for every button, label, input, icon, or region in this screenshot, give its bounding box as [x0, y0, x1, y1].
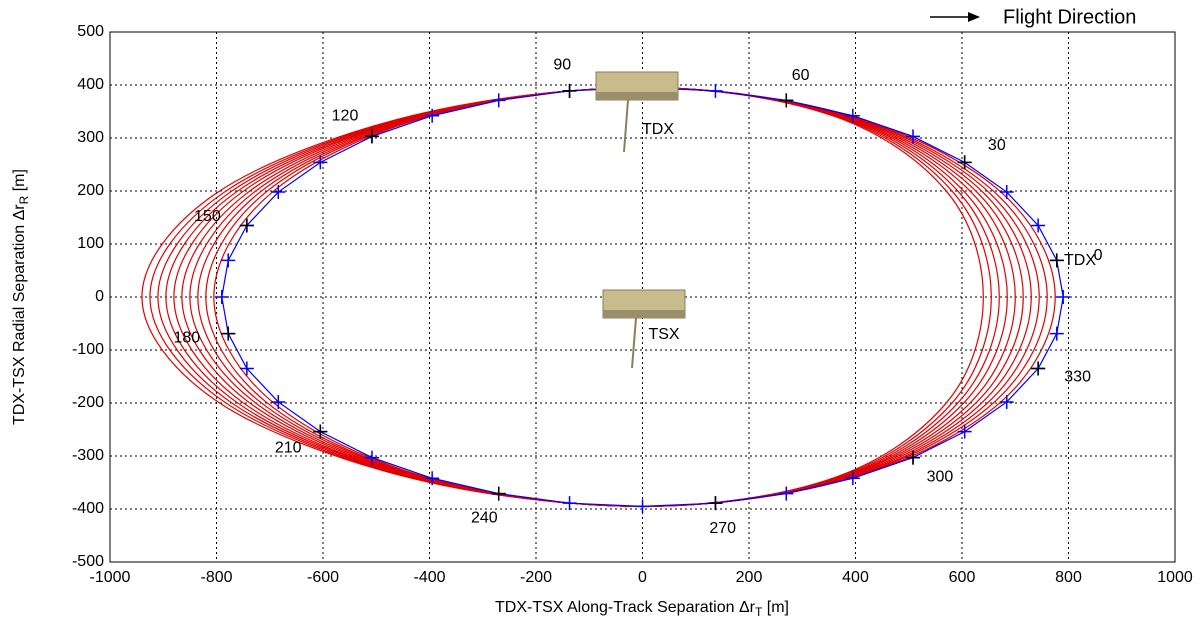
- orbit-marker: [635, 499, 650, 514]
- orbit-marker: [313, 155, 328, 170]
- satellite-panel: [596, 92, 678, 100]
- x-tick-label: 800: [1055, 569, 1082, 586]
- satellite-boom: [623, 99, 629, 153]
- orbit-marker: [957, 424, 972, 439]
- orbit-marker: [1049, 326, 1064, 341]
- orbit-marker: [957, 155, 972, 170]
- angle-label: 300: [927, 469, 954, 486]
- orbit-marker: [708, 496, 723, 511]
- y-tick-label: 0: [95, 288, 104, 305]
- x-tick-label: -600: [307, 569, 339, 586]
- y-tick-label: -200: [72, 394, 104, 411]
- orbit-marker: [845, 108, 860, 123]
- y-label-text: TDX-TSX Radial Separation Δr: [11, 204, 28, 425]
- x-label-unit: [m]: [762, 599, 789, 616]
- angle-label: 0: [1094, 247, 1103, 264]
- orbit-marker: [364, 450, 379, 465]
- flight-arrow-head: [968, 12, 980, 22]
- annotation: TSX: [648, 326, 679, 343]
- y-tick-label: 500: [77, 23, 104, 40]
- angle-label: 180: [174, 329, 201, 346]
- angle-label: 30: [988, 137, 1006, 154]
- tsx-satellite: [602, 289, 686, 369]
- orbit-marker: [999, 394, 1014, 409]
- y-tick-label: -300: [72, 447, 104, 464]
- y-tick-label: 100: [77, 235, 104, 252]
- orbit-marker: [491, 486, 506, 501]
- orbit-marker: [1049, 253, 1064, 268]
- orbit-marker: [779, 486, 794, 501]
- y-label-unit: [m]: [11, 169, 28, 196]
- y-tick-label: 300: [77, 129, 104, 146]
- orbit-marker: [239, 361, 254, 376]
- annotation: TDX: [1064, 252, 1096, 269]
- orbit-marker: [562, 496, 577, 511]
- orbit-marker: [214, 290, 229, 304]
- orbit-marker: [271, 185, 286, 200]
- orbit-marker: [906, 129, 921, 144]
- angle-label: 120: [332, 108, 359, 125]
- satellite-panel: [603, 310, 685, 318]
- orbit-marker: [562, 83, 577, 98]
- orbit-marker: [1031, 218, 1046, 233]
- orbit-marker: [239, 218, 254, 233]
- orbit-line: [141, 87, 984, 507]
- x-label-text: TDX-TSX Along-Track Separation Δr: [495, 599, 756, 616]
- x-tick-label: 1000: [1157, 569, 1193, 586]
- orbit-marker: [425, 108, 440, 123]
- y-tick-label: 200: [77, 182, 104, 199]
- orbit-marker: [313, 424, 328, 439]
- satellite-boom: [631, 317, 637, 369]
- orbit-marker: [1056, 290, 1071, 304]
- x-tick-label: -1000: [90, 569, 131, 586]
- orbit-marker: [999, 185, 1014, 200]
- x-axis-label: TDX-TSX Along-Track Separation ΔrT [m]: [495, 599, 789, 619]
- orbit-marker: [906, 450, 921, 465]
- angle-label: 150: [194, 208, 221, 225]
- angle-label: 240: [471, 509, 498, 526]
- marks: 0 30 60 90 120 150 180 210 240 270 300 330: [174, 56, 1103, 537]
- orbit-marker: [364, 129, 379, 144]
- orbit-marker: [779, 93, 794, 108]
- orbit-marker: [491, 93, 506, 108]
- x-tick-label: 200: [736, 569, 763, 586]
- x-tick-label: -200: [520, 569, 552, 586]
- y-tick-label: -400: [72, 500, 104, 517]
- angle-label: 330: [1064, 369, 1091, 386]
- x-tick-label: -400: [413, 569, 445, 586]
- orbit-marker: [221, 253, 236, 268]
- x-label-sub: T: [755, 605, 763, 619]
- angle-label: 90: [553, 56, 571, 73]
- orbit-marker: [845, 471, 860, 486]
- orbit-marker: [425, 471, 440, 486]
- x-tick-label: 400: [842, 569, 869, 586]
- x-tick-label: 0: [638, 569, 647, 586]
- plot-frame: [109, 31, 1176, 563]
- x-tick-label: -800: [200, 569, 232, 586]
- angle-label: 210: [275, 440, 302, 457]
- angle-label: 270: [709, 520, 736, 537]
- flight-direction-label: Flight Direction: [1003, 6, 1136, 28]
- tdx-satellite: [595, 71, 679, 153]
- y-tick-label: -500: [72, 553, 104, 570]
- x-tick-label: 600: [949, 569, 976, 586]
- orbit-marker: [1031, 361, 1046, 376]
- orbit-marker: [271, 394, 286, 409]
- orbit-marker: [708, 83, 723, 98]
- curves: [141, 87, 1064, 507]
- angle-label: 60: [792, 67, 810, 84]
- y-axis-label: TDX-TSX Radial Separation ΔrR [m]: [11, 169, 31, 425]
- orbit-marker: [221, 326, 236, 341]
- y-label-sub: R: [17, 195, 31, 204]
- y-tick-label: -100: [72, 341, 104, 358]
- annotation: TDX: [642, 121, 674, 138]
- y-tick-label: 400: [77, 76, 104, 93]
